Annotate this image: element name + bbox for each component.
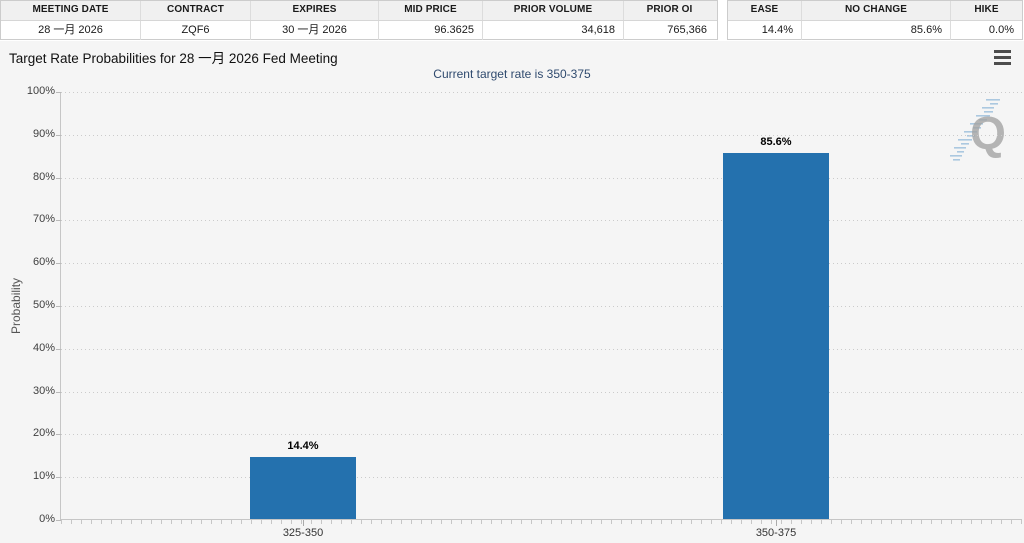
cell-meeting-date: 28 一月 2026: [1, 21, 141, 40]
header-ease: EASE: [728, 1, 802, 20]
probability-bar-325-350[interactable]: [250, 457, 356, 519]
contract-quote-table: MEETING DATE CONTRACT EXPIRES MID PRICE PRIO…: [0, 0, 718, 40]
y-axis-tick: [56, 263, 61, 265]
y-axis-tick: [56, 348, 61, 350]
gridline: [61, 92, 1022, 93]
header-expires: EXPIRES: [251, 1, 379, 20]
header-prior-oi: PRIOR OI: [646, 4, 693, 15]
header-no-change: NO CHANGE: [802, 1, 951, 20]
cell-no-change: 85.6%: [802, 21, 951, 40]
table-value-row: 14.4% 85.6% 0.0%: [728, 21, 1022, 40]
header-prior-volume: PRIOR VOLUME: [483, 1, 624, 20]
table-header-row: MEETING DATE CONTRACT EXPIRES MID PRICE PRIO…: [1, 1, 717, 21]
gridline: [61, 306, 1022, 307]
hamburger-icon: [994, 62, 1011, 65]
x-axis-tick: [776, 520, 777, 526]
gridline: [61, 434, 1022, 436]
y-axis-tick: [56, 220, 61, 222]
gridline: [61, 391, 1022, 393]
header-mid-price: MID PRICE: [379, 1, 483, 20]
bar-data-label: 85.6%: [760, 136, 792, 148]
y-axis-tick: [56, 520, 61, 521]
chart-context-menu-button[interactable]: [994, 50, 1012, 65]
y-axis-tick: [56, 92, 61, 93]
cell-contract: ZQF6: [141, 21, 251, 40]
cell-mid-price: 96.3625: [379, 21, 483, 40]
gridline: [61, 263, 1022, 265]
x-axis-tick: [303, 520, 304, 526]
y-axis-tick-label: 40%: [32, 341, 55, 354]
gridline: [61, 134, 1022, 136]
cell-ease: 14.4%: [728, 21, 802, 40]
cell-expires: 30 一月 2026: [251, 21, 379, 40]
fed-meeting-probability-chart: Target Rate Probabilities for 28 一月 2026…: [0, 41, 1024, 543]
header-meeting-date: MEETING DATE: [1, 1, 141, 20]
table-header-row: EASE NO CHANGE HIKE: [728, 1, 1022, 21]
y-axis-tick-label: 90%: [32, 127, 55, 140]
rate-move-probability-table: EASE NO CHANGE HIKE 14.4% 85.6% 0.0%: [727, 0, 1023, 40]
gridline: [61, 348, 1022, 350]
y-axis-tick-label: 70%: [32, 213, 55, 226]
header-hike: HIKE: [974, 4, 999, 15]
gridline: [61, 220, 1022, 222]
y-axis-tick: [56, 434, 61, 436]
chart-title: Target Rate Probabilities for 28 一月 2026…: [9, 51, 338, 66]
y-axis-tick-label: 60%: [32, 256, 55, 269]
y-axis-tick: [56, 477, 61, 479]
x-axis-category-label: 350-375: [755, 527, 797, 539]
y-axis-tick-label: 80%: [32, 170, 55, 183]
y-axis-tick-label: 100%: [26, 85, 55, 97]
y-axis-tick: [56, 306, 61, 307]
x-axis-category-label: 325-350: [282, 527, 324, 539]
y-axis-tick-label: 0%: [39, 513, 55, 525]
quikstrike-watermark-icon: Q: [946, 91, 1010, 174]
y-axis-tick-label: 50%: [32, 299, 55, 311]
y-axis-tick: [56, 177, 61, 179]
chart-subtitle: Current target rate is 350-375: [433, 67, 591, 81]
y-axis-tick-label: 30%: [32, 384, 55, 397]
probability-bar-350-375[interactable]: [723, 153, 829, 519]
cell-hike: 0.0%: [988, 24, 1014, 36]
cell-prior-oi: 765,366: [667, 24, 707, 36]
table-value-row: 28 一月 2026 ZQF6 30 一月 2026 96.3625 34,618 765…: [1, 21, 717, 40]
hamburger-icon: [994, 50, 1011, 53]
hamburger-icon: [994, 56, 1011, 59]
header-contract: CONTRACT: [141, 1, 251, 20]
bar-data-label: 14.4%: [287, 440, 319, 452]
x-axis-minor-ticks: [61, 520, 1022, 524]
y-axis-tick: [56, 134, 61, 136]
cell-prior-volume: 34,618: [483, 21, 624, 40]
y-axis-tick-label: 10%: [32, 470, 55, 483]
y-axis-tick: [56, 391, 61, 393]
y-axis-tick-label: 20%: [32, 427, 55, 440]
gridline: [61, 477, 1022, 479]
plot-area: 14.4% 325-350 85.6% 350-375: [56, 92, 1022, 539]
watermark-letter: Q: [970, 107, 1006, 159]
gridline: [61, 177, 1022, 179]
